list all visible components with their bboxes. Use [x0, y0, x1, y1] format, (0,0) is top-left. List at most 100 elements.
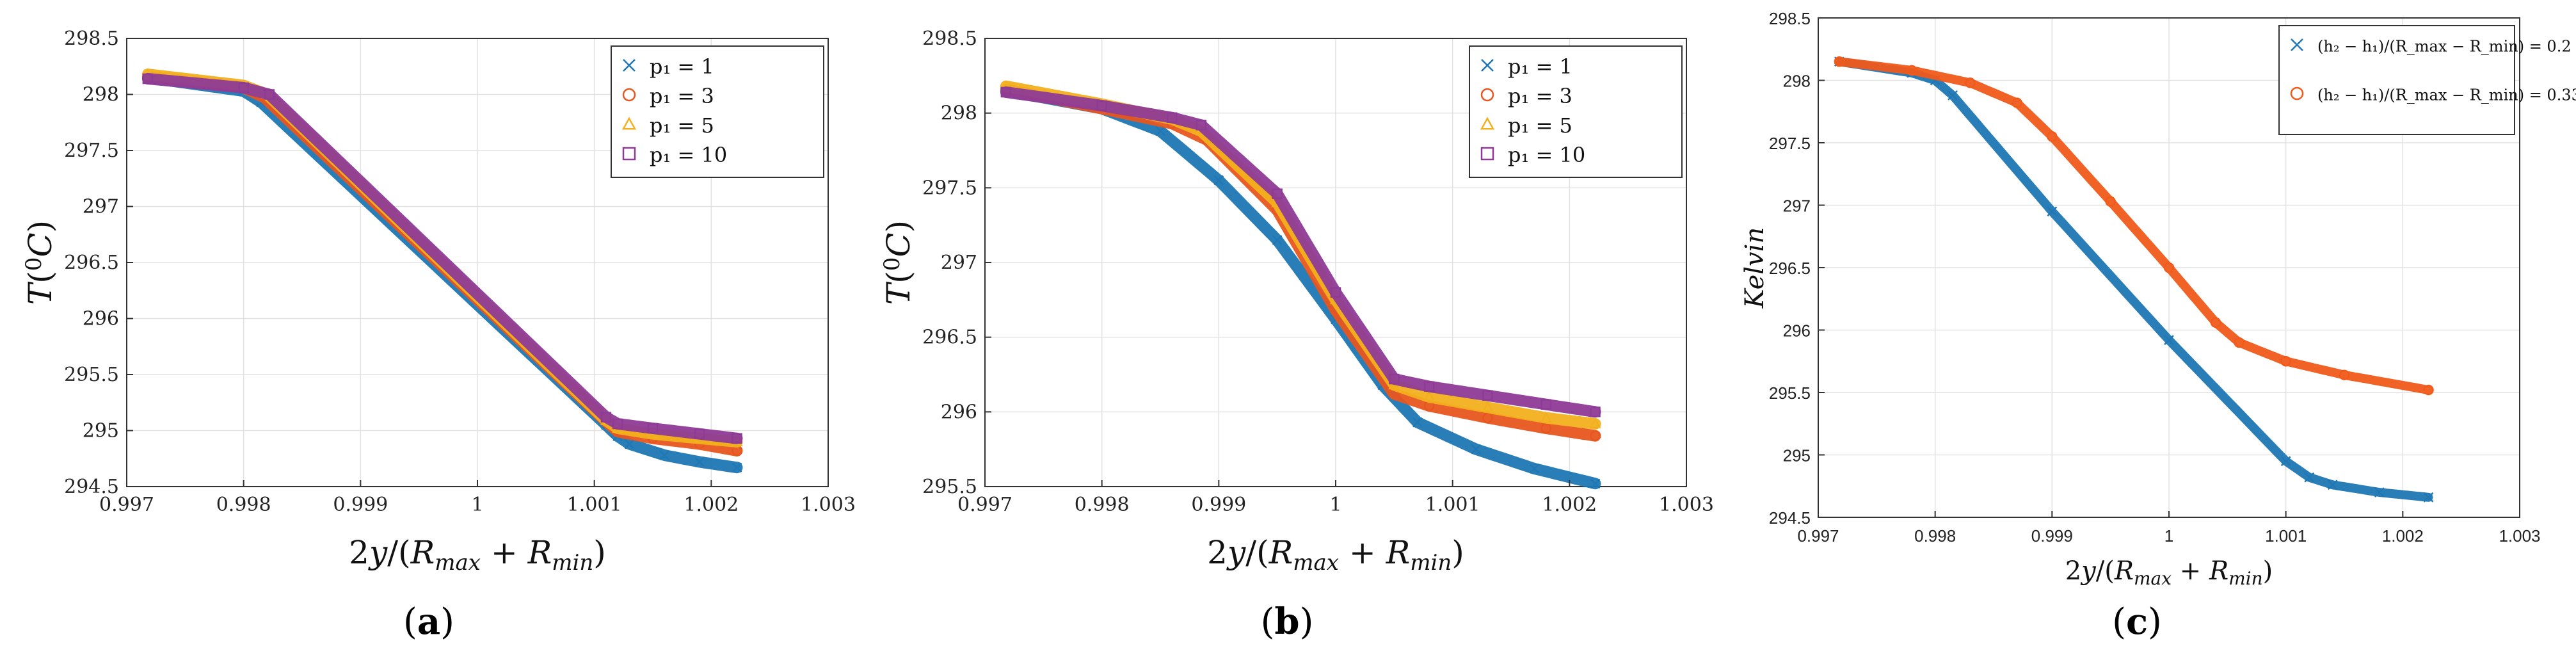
chart-b-series-2-point — [1540, 423, 1552, 434]
chart-b-ytick-label: 297.5 — [922, 177, 977, 199]
chart-c-series-2-band — [1834, 57, 2433, 395]
panel-c: 0.997 0.998 0.999 1 1.001 1.002 1.003 294.5 295 2… — [1717, 0, 2576, 646]
chart-a-xtick-label: 1.003 — [801, 494, 856, 516]
chart-b-ytick-label: 296.5 — [922, 327, 977, 349]
chart-b-xtick-label: 1.003 — [1659, 494, 1714, 516]
chart-c-series-2-point — [2210, 317, 2221, 328]
chart-c-series-2-point — [2163, 262, 2175, 273]
chart-a-ylabel: T(0C) — [21, 220, 59, 305]
chart-a-series-4-point — [600, 412, 612, 423]
chart-c-series-2-point — [1906, 65, 1917, 76]
chart-a-legend-entry-3: p₁ = 5 — [650, 113, 714, 138]
chart-b-series-3-point — [1482, 401, 1494, 412]
chart-c-ytick-label: 295.5 — [1769, 384, 1811, 403]
chart-c-xtick-label: 0.997 — [1797, 526, 1839, 545]
chart-a-ytick-label: 295.5 — [64, 364, 119, 386]
chart-b-series-1-point — [1213, 175, 1224, 186]
chart-c-series-2-point — [1965, 77, 1976, 88]
chart-b-svg: 0.997 0.998 0.999 1 1.001 1.002 1.003 295.5 296 2… — [879, 28, 1714, 643]
chart-b-legend-entry-4: p₁ = 10 — [1508, 143, 1585, 167]
chart-b-ticks: 0.997 0.998 0.999 1 1.001 1.002 1.003 295.5 296 2… — [922, 28, 1714, 516]
chart-a-ytick-label: 298 — [83, 84, 119, 106]
chart-c-legend-box — [2278, 25, 2515, 135]
chart-b-series-1-point — [1471, 444, 1482, 455]
chart-b-xtick-label: 1.001 — [1425, 494, 1480, 516]
chart-b-series-3-point — [1540, 412, 1552, 423]
chart-b-series-4-point — [1330, 287, 1341, 298]
chart-c-ytick-label: 295 — [1783, 446, 1811, 465]
chart-a-xtick-label: 0.999 — [333, 494, 388, 516]
chart-b-series-1-point — [1155, 125, 1165, 136]
chart-c-series-1-point — [2280, 456, 2291, 467]
chart-b-legend-entry-1: p₁ = 1 — [1508, 54, 1572, 79]
chart-c-legend-marker-2 — [2290, 86, 2304, 101]
chart-b-legend-entry-3: p₁ = 5 — [1508, 113, 1572, 138]
chart-a-ytick-label: 297 — [83, 196, 119, 218]
chart-c-ytick-label: 298.5 — [1769, 9, 1811, 28]
chart-a-legend-marker-1 — [623, 59, 636, 72]
chart-c-xtick-label: 0.999 — [2031, 526, 2073, 545]
chart-b-series-3-point — [1423, 391, 1436, 401]
chart-c-series-1-point — [2047, 206, 2058, 217]
chart-a-ytick-label: 297.5 — [64, 140, 119, 162]
chart-c-series-2-point — [2012, 97, 2022, 108]
chart-b-series-4-band — [1000, 86, 1601, 418]
chart-c-ytick-label: 297 — [1783, 197, 1811, 216]
chart-a-ytick-label: 296 — [83, 308, 119, 330]
chart-a-series-4-point — [264, 89, 275, 100]
chart-a-series-4-point — [238, 82, 249, 93]
chart-a-svg: 0.997 0.998 0.999 1 1.001 1.002 1.003 294.5 295 2… — [21, 28, 856, 643]
chart-b-legend-marker-1 — [1481, 59, 1494, 72]
chart-b-xtick-label: 0.999 — [1191, 494, 1246, 516]
chart-b-legend-marker-4 — [1480, 147, 1494, 161]
chart-c-series-2-point — [2339, 369, 2350, 380]
chart-a-xlabel: 2y/(Rmax + Rmin) — [349, 534, 606, 576]
chart-c-ytick-label: 296 — [1783, 321, 1811, 341]
chart-a-series-1-point — [694, 456, 705, 467]
chart-c-series-1-point — [2423, 492, 2434, 503]
chart-c-xtick-label: 1.003 — [2499, 526, 2540, 545]
chart-b-xlabel: 2y/(Rmax + Rmin) — [1207, 534, 1464, 576]
chart-c-xtick-label: 0.998 — [1914, 526, 1956, 545]
chart-c-series-2-point — [2280, 356, 2291, 367]
chart-b-xtick-label: 1.002 — [1542, 494, 1597, 516]
chart-b-series-4-point — [1482, 390, 1493, 401]
chart-a-legend: p₁ = 1 p₁ = 3 p₁ = 5 p₁ = 10 — [611, 45, 824, 178]
chart-c-xlabel: 2y/(Rmax + Rmin) — [2065, 556, 2273, 589]
chart-c-series-1-point — [1948, 90, 1958, 101]
chart-a-series — [141, 68, 743, 474]
chart-b-series-1-point — [1272, 235, 1283, 245]
chart-b-series — [1000, 80, 1601, 490]
chart-c-legend-entry-1: (h₂ − h₁)/(R_max − R_min) = 0.2 — [2317, 37, 2572, 55]
chart-b-series-1-point — [1529, 464, 1540, 474]
chart-b-legend-entry-2: p₁ = 3 — [1508, 84, 1572, 108]
chart-b-ytick-label: 296 — [941, 401, 977, 423]
chart-a-ytick-label: 295 — [83, 420, 119, 442]
chart-a-legend-marker-4 — [622, 147, 636, 161]
chart-a-ytick-label: 294.5 — [64, 476, 119, 498]
chart-c-series-2-point — [2234, 337, 2244, 348]
chart-a-legend-entry-4: p₁ = 10 — [650, 143, 727, 167]
chart-a-ytick-label: 296.5 — [64, 252, 119, 274]
chart-b-series-4-point — [1167, 112, 1178, 123]
chart-b-legend-marker-2 — [1480, 88, 1494, 102]
chart-b-ytick-label: 298 — [941, 102, 977, 125]
chart-b-series-1-point — [1412, 417, 1423, 428]
chart-c-series-1-point — [2374, 487, 2385, 497]
chart-a-series-1-point — [624, 439, 635, 449]
chart-c-series-1-point — [2327, 480, 2338, 490]
chart-b-xtick-label: 1 — [1329, 494, 1341, 516]
chart-c-series-1-point — [2304, 472, 2315, 483]
chart-c-series-2-point — [1834, 56, 1845, 67]
chart-a-legend-entry-2: p₁ = 3 — [650, 84, 714, 108]
chart-b-series-4 — [1000, 86, 1601, 418]
chart-c-xtick-label: 1.002 — [2382, 526, 2424, 545]
chart-c-svg: 0.997 0.998 0.999 1 1.001 1.002 1.003 294.5 295 2… — [1740, 9, 2576, 643]
chart-a-series-4-point — [694, 428, 705, 439]
chart-a-legend-marker-3 — [621, 117, 637, 130]
chart-c-legend-marker-1 — [2291, 38, 2303, 51]
chart-b-series-1-point — [1590, 478, 1601, 489]
chart-a-series-1-point — [659, 450, 670, 460]
chart-b-series-4-point — [1196, 120, 1207, 131]
chart-c-ytick-label: 294.5 — [1769, 508, 1811, 528]
